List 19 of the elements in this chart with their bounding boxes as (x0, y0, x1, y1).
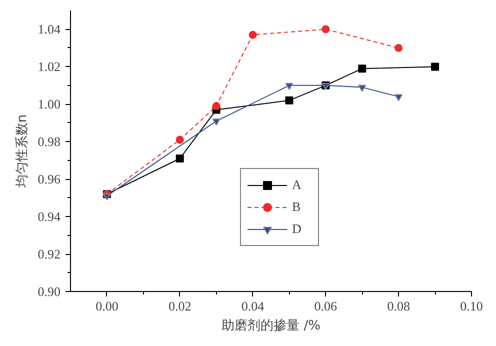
y-tick-label: 0.96 (38, 172, 61, 187)
y-axis-title: 均匀性系数n (14, 114, 30, 189)
y-tick-label: 1.02 (38, 59, 60, 74)
y-tick-label: 0.92 (38, 246, 60, 262)
legend-label: A (292, 177, 302, 193)
x-tick-label: 0.00 (96, 298, 118, 314)
y-tick-label: 1.00 (38, 96, 60, 112)
x-tick-label: 0.08 (387, 298, 410, 314)
legend-label: D (292, 221, 302, 237)
y-tick-label: 0.98 (38, 134, 60, 150)
legend-label: B (292, 199, 302, 215)
x-axis-title: 助磨剂的掺量 /% (222, 318, 320, 334)
x-tick-label: 0.10 (460, 298, 483, 314)
x-tick-label: 0.06 (314, 298, 338, 314)
y-tick-label: 0.90 (38, 284, 60, 299)
y-tick-label: 1.04 (38, 22, 61, 37)
x-tick-label: 0.02 (168, 298, 192, 314)
y-tick-label: 0.94 (38, 209, 61, 224)
x-tick-label: 0.04 (241, 298, 265, 314)
